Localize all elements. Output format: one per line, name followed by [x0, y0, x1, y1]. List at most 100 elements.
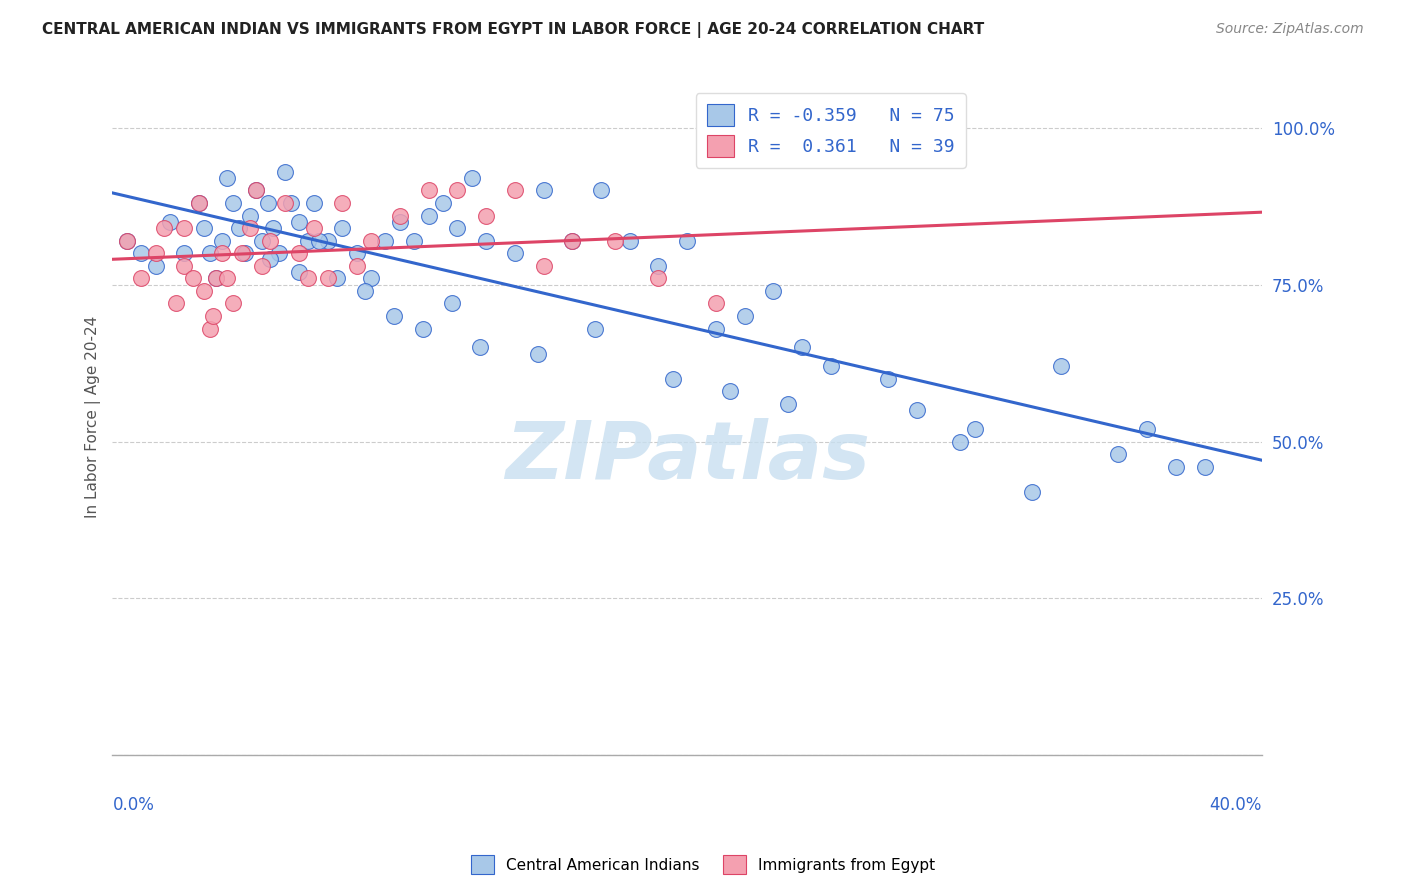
Point [153, 221, 176, 235]
Point [446, 183, 468, 197]
Point [228, 221, 250, 235]
Point [503, 183, 526, 197]
Point [432, 196, 454, 211]
Point [259, 252, 281, 267]
Legend: R = -0.359   N = 75, R =  0.361   N = 39: R = -0.359 N = 75, R = 0.361 N = 39 [696, 94, 966, 168]
Point [145, 259, 167, 273]
Point [704, 321, 727, 335]
Point [302, 196, 325, 211]
Point [704, 296, 727, 310]
Point [354, 284, 377, 298]
Point [418, 209, 440, 223]
Text: 40.0%: 40.0% [1209, 796, 1263, 814]
Point [619, 234, 641, 248]
Point [245, 183, 267, 197]
Point [145, 246, 167, 260]
Point [222, 296, 245, 310]
Point [360, 234, 382, 248]
Point [269, 246, 291, 260]
Point [820, 359, 842, 374]
Point [418, 183, 440, 197]
Point [245, 183, 267, 197]
Point [259, 234, 281, 248]
Point [173, 221, 195, 235]
Point [440, 296, 463, 310]
Text: 0.0%: 0.0% [112, 796, 155, 814]
Point [776, 397, 799, 411]
Point [346, 259, 368, 273]
Point [274, 164, 297, 178]
Point [165, 296, 187, 310]
Point [217, 170, 239, 185]
Point [905, 403, 928, 417]
Point [288, 246, 311, 260]
Point [250, 259, 273, 273]
Point [792, 340, 814, 354]
Point [297, 234, 319, 248]
Text: Source: ZipAtlas.com: Source: ZipAtlas.com [1216, 22, 1364, 37]
Point [115, 234, 138, 248]
Point [250, 234, 273, 248]
Point [201, 309, 224, 323]
Point [533, 259, 555, 273]
Point [193, 221, 215, 235]
Point [734, 309, 756, 323]
Point [187, 196, 209, 211]
Point [605, 234, 627, 248]
Point [949, 434, 972, 449]
Point [325, 271, 347, 285]
Point [404, 234, 426, 248]
Point [262, 221, 284, 235]
Point [288, 265, 311, 279]
Point [239, 221, 262, 235]
Point [475, 209, 498, 223]
Point [316, 271, 339, 285]
Point [115, 234, 138, 248]
Point [239, 209, 262, 223]
Point [308, 234, 330, 248]
Point [330, 221, 353, 235]
Point [288, 215, 311, 229]
Point [647, 259, 669, 273]
Point [302, 221, 325, 235]
Point [316, 234, 339, 248]
Point [388, 209, 411, 223]
Point [662, 372, 685, 386]
Point [205, 271, 228, 285]
Point [129, 246, 152, 260]
Point [533, 183, 555, 197]
Point [198, 246, 221, 260]
Point [374, 234, 396, 248]
Point [1194, 459, 1216, 474]
Point [274, 196, 297, 211]
Point [963, 422, 986, 436]
Point [382, 309, 405, 323]
Point [762, 284, 785, 298]
Point [1021, 484, 1043, 499]
Point [388, 215, 411, 229]
Point [211, 246, 233, 260]
Point [589, 183, 612, 197]
Point [256, 196, 278, 211]
Point [129, 271, 152, 285]
Point [412, 321, 434, 335]
Legend: Central American Indians, Immigrants from Egypt: Central American Indians, Immigrants fro… [465, 849, 941, 880]
Point [181, 271, 204, 285]
Point [211, 234, 233, 248]
Point [360, 271, 382, 285]
Point [526, 346, 548, 360]
Point [1050, 359, 1073, 374]
Point [233, 246, 256, 260]
Point [297, 271, 319, 285]
Point [1107, 447, 1129, 461]
Point [1164, 459, 1187, 474]
Point [159, 215, 181, 229]
Text: CENTRAL AMERICAN INDIAN VS IMMIGRANTS FROM EGYPT IN LABOR FORCE | AGE 20-24 CORR: CENTRAL AMERICAN INDIAN VS IMMIGRANTS FR… [42, 22, 984, 38]
Point [205, 271, 228, 285]
Point [346, 246, 368, 260]
Point [1136, 422, 1159, 436]
Point [676, 234, 699, 248]
Point [475, 234, 498, 248]
Point [647, 271, 669, 285]
Point [583, 321, 606, 335]
